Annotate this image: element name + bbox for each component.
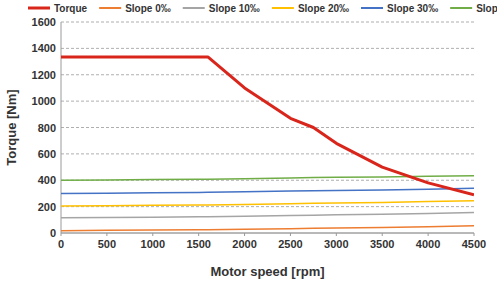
y-tick-label: 1200 <box>32 69 56 81</box>
y-tick-label: 400 <box>38 174 56 186</box>
legend-swatch <box>183 7 205 9</box>
x-tick-label: 1000 <box>141 238 165 250</box>
legend-swatch <box>272 7 294 9</box>
x-tick-label: 3500 <box>370 238 394 250</box>
x-axis <box>61 233 474 234</box>
x-tick-label: 4000 <box>416 238 440 250</box>
y-axis-title: Torque [Nm] <box>4 89 19 165</box>
x-tick-label: 0 <box>58 238 64 250</box>
x-axis-title: Motor speed [rpm] <box>210 264 324 279</box>
x-tick-label: 3000 <box>324 238 348 250</box>
series-line <box>61 226 474 231</box>
grid-line <box>61 22 474 23</box>
y-tick-label: 800 <box>38 122 56 134</box>
grid-line <box>61 233 474 234</box>
plot-area <box>61 57 474 231</box>
legend-swatch <box>28 7 50 10</box>
legend-label: Slope 20‰ <box>298 3 349 14</box>
chart: 0 200 400 600 800 1000 1200 1400 1600 0 500 1000 150… <box>0 0 497 286</box>
legend-label: Slope 40‰ <box>476 3 497 14</box>
series-line <box>61 188 474 193</box>
x-tick-label: 4500 <box>462 238 486 250</box>
y-tick-label: 200 <box>38 201 56 213</box>
x-tick-label: 2500 <box>278 238 302 250</box>
legend-label: Slope 10‰ <box>209 3 260 14</box>
y-tick-label: 1400 <box>32 42 56 54</box>
series-line <box>61 201 474 206</box>
x-tick-label: 1500 <box>186 238 210 250</box>
legend-swatch <box>450 7 472 9</box>
y-tick-label: 1600 <box>32 16 56 28</box>
legend-label: Slope 0‰ <box>125 3 171 14</box>
x-tick-label: 500 <box>98 238 116 250</box>
y-tick-label: 0 <box>50 227 56 239</box>
series-line <box>61 57 474 195</box>
y-tick-label: 600 <box>38 148 56 160</box>
grid-line <box>61 74 474 75</box>
legend-label: Torque <box>54 3 88 14</box>
legend-label: Slope 30‰ <box>387 3 438 14</box>
grid-line <box>61 127 474 128</box>
grid-line <box>61 48 474 49</box>
y-tick-label: 1000 <box>32 95 56 107</box>
series-line <box>61 213 474 218</box>
legend-swatch <box>361 7 383 9</box>
x-tick-label: 2000 <box>232 238 256 250</box>
y-axis <box>61 22 62 233</box>
grid-line <box>61 153 474 154</box>
legend-swatch <box>99 7 121 9</box>
